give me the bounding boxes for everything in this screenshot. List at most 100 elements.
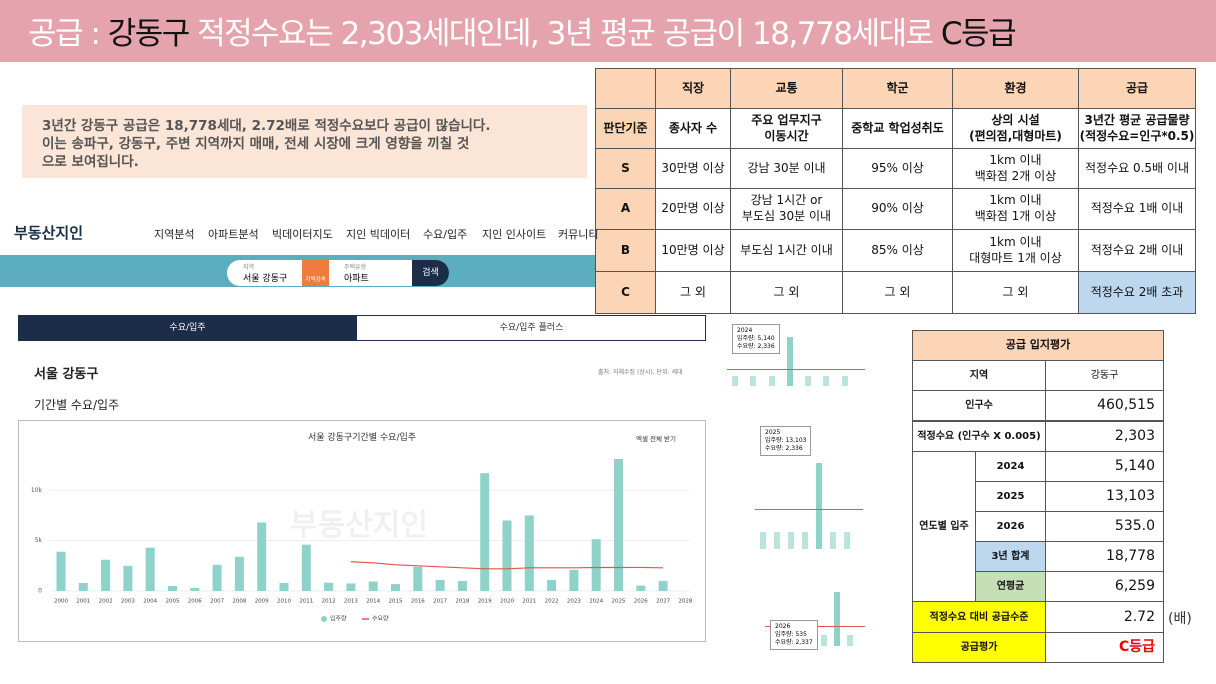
mini-bar	[841, 376, 848, 386]
eval-cell: 공급평가	[912, 632, 1046, 663]
menu-item: 지역분석	[154, 228, 195, 241]
eval-cell: 535.0	[1045, 511, 1164, 542]
x-tick-label: 2014	[366, 599, 380, 605]
eval-cell: 13,103	[1045, 481, 1164, 512]
submit-btn: 검색	[412, 260, 449, 286]
section-label: 기간별 수요/입주	[34, 398, 120, 412]
bar	[101, 559, 111, 591]
criteria-cell: 90% 이상	[842, 188, 953, 230]
criteria-cell: 그 외	[842, 271, 953, 314]
x-tick-label: 2005	[166, 599, 180, 605]
eval-cell: 2026	[975, 511, 1046, 542]
menu-item: 커뮤니티	[558, 228, 599, 241]
menu-item: 지인 인사이트	[482, 228, 547, 241]
eval-cell: 6,259	[1045, 571, 1164, 602]
legend-label: 입주량	[330, 615, 347, 623]
bar	[368, 581, 378, 591]
eval-cell: 3년 합계	[975, 541, 1046, 572]
bar	[658, 580, 668, 591]
eval-cell: 460,515	[1045, 390, 1164, 421]
bar	[502, 520, 512, 591]
bar	[524, 515, 534, 591]
title: 공급 : 강동구 적정수요는 2,303세대인데, 3년 평균 공급이 18,7…	[28, 8, 1017, 53]
criteria-cell: 3년간 평균 공급물량 (적정수요=인구*0.5)	[1078, 108, 1196, 149]
mini-bar	[732, 376, 738, 386]
criteria-cell: 85% 이상	[842, 229, 953, 272]
x-tick-label: 2009	[255, 599, 269, 605]
bar	[78, 582, 88, 591]
bar	[279, 582, 289, 591]
menu-item: 수요/입주	[423, 228, 468, 241]
watermark: 부동산지인	[290, 508, 428, 543]
eval-cell: 2024	[975, 451, 1046, 482]
criteria-cell: S	[595, 148, 656, 189]
x-tick-label: 2017	[433, 599, 447, 605]
mini-tooltip: 2025 입주량: 13,103 수요량: 2,336	[760, 426, 812, 456]
eval-cell: 2,303	[1045, 420, 1164, 452]
x-tick-label: 2008	[232, 599, 246, 605]
x-tick-label: 2026	[634, 599, 648, 605]
tooltip-year: 2024	[737, 327, 753, 334]
chart-box	[18, 420, 706, 642]
criteria-cell: 부도심 1시간 이내	[730, 229, 843, 272]
criteria-cell: 적정수요 0.5배 이내	[1078, 148, 1196, 189]
search-field: 서울 강동구	[243, 274, 288, 284]
mini-bar	[786, 336, 793, 386]
tooltip-line: 입주량: 535	[775, 630, 807, 638]
tooltip-line: 수요량: 2,337	[775, 638, 813, 646]
eval-cell: C등급	[1045, 632, 1164, 663]
criteria-cell: 적정수요 1배 이내	[1078, 188, 1196, 230]
tooltip-line: 입주량: 13,103	[765, 437, 807, 444]
mini-bar	[802, 531, 808, 549]
bar	[234, 556, 244, 591]
title-part: 적정수요는 2,303세대인데, 3년 평균 공급이 18,778세대로	[188, 16, 941, 52]
mini-line	[755, 508, 863, 510]
eval-cell: 적정수요 대비 공급수준	[912, 601, 1046, 633]
mini-bar	[844, 531, 850, 549]
criteria-cell: 1km 이내 대형마트 1개 이상	[952, 229, 1079, 272]
criteria-cell	[595, 68, 656, 109]
criteria-header: 환경	[952, 68, 1079, 109]
menu-item: 아파트분석	[208, 228, 259, 241]
criteria-cell: 20만명 이상	[655, 188, 731, 230]
x-tick-label: 2001	[76, 599, 90, 605]
eval-cell: 강동구	[1045, 360, 1164, 391]
eval-cell: 공급 입지평가	[912, 330, 1164, 361]
x-tick-label: 2006	[188, 599, 202, 605]
search-btn-label: 지역검색	[305, 277, 326, 283]
search-label: 주택유형	[344, 264, 367, 271]
mini-tooltip: 2024 입주량: 5,140 수요량: 2,336	[732, 324, 780, 354]
x-tick-label: 2015	[389, 599, 403, 605]
title-part: C등급	[940, 16, 1017, 52]
criteria-cell: 종사자 수	[655, 108, 731, 149]
x-tick-label: 2011	[299, 599, 313, 605]
bar	[391, 584, 400, 591]
criteria-cell: 1km 이내 백화점 1개 이상	[952, 188, 1079, 230]
criteria-cell: 판단기준	[595, 108, 656, 149]
x-tick-label: 2025	[612, 599, 626, 605]
location: 서울 강동구	[34, 367, 99, 382]
criteria-cell: B	[595, 229, 656, 272]
search-field: 아파트	[344, 274, 369, 284]
excel-btn: 엑셀 전체 받기	[636, 435, 677, 443]
bar	[301, 544, 311, 591]
source: 출처: 자체수집 (상시), 단위: 세대	[598, 369, 683, 376]
criteria-cell: 그 외	[655, 271, 731, 314]
tooltip-line: 수요량: 2,336	[737, 343, 775, 350]
bar	[324, 582, 334, 591]
mini-bar	[830, 531, 836, 549]
summary-box: 3년간 강동구 공급은 18,778세대, 2.72배로 적정수요보다 공급이 …	[22, 105, 587, 178]
y-tick-label: 10k	[31, 487, 43, 494]
criteria-cell: 30만명 이상	[655, 148, 731, 189]
y-tick-label: 5k	[35, 537, 43, 544]
mini-tooltip: 2026 입주량: 535 수요량: 2,337	[770, 619, 818, 650]
bar	[569, 569, 579, 591]
summary-line: 이는 송파구, 강동구, 주변 지역까지 매매, 전세 시장에 크게 영향을 끼…	[42, 136, 470, 152]
bar	[413, 566, 423, 591]
x-tick-label: 2016	[411, 599, 425, 605]
eval-cell: 2.72	[1045, 601, 1164, 633]
criteria-cell: A	[595, 188, 656, 230]
tooltip-line: 수요량: 2,336	[765, 445, 803, 452]
criteria-header: 직장	[655, 68, 731, 109]
